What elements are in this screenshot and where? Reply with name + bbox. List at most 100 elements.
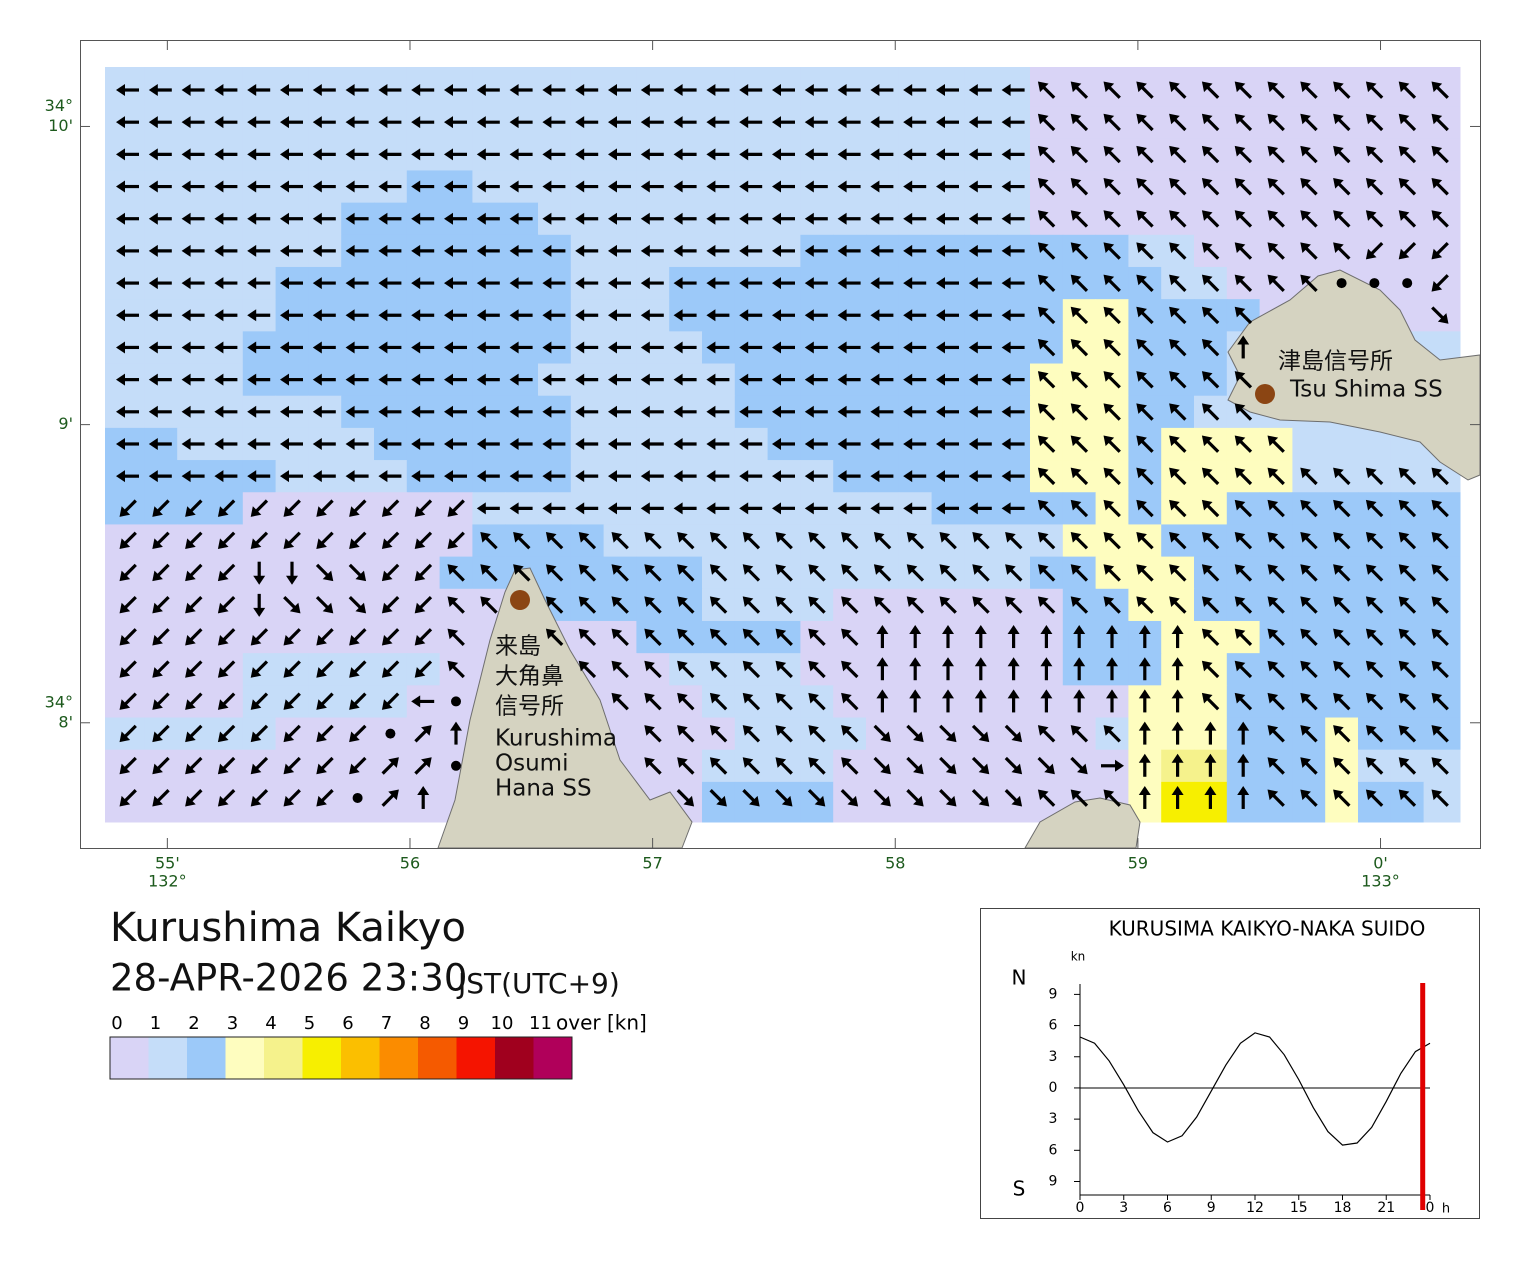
legend-tick-label: 7: [381, 1013, 392, 1034]
y-tick-label: 3: [1049, 1049, 1058, 1065]
calm-dot: [385, 728, 396, 739]
x-tick-label: 0: [1076, 1200, 1085, 1216]
speed-cell: [800, 67, 834, 107]
speed-cell: [242, 67, 277, 107]
x-tick-label: 0': [1373, 854, 1388, 873]
legend-swatch: [379, 1037, 418, 1079]
site-label: 来島: [495, 634, 541, 660]
speed-cell: [144, 781, 178, 823]
chart-title: KURUSIMA KAIKYO-NAKA SUIDO: [1109, 917, 1426, 941]
legend-tick-label: 2: [188, 1013, 199, 1034]
speed-cell: [210, 781, 244, 823]
speed-cell: [308, 781, 342, 823]
y-tick-degree: 34°: [45, 692, 73, 711]
speed-cell: [997, 67, 1031, 107]
legend-unit: over [kn]: [556, 1011, 647, 1035]
y-tick-label: 10': [48, 116, 73, 135]
speed-cell: [1423, 266, 1461, 300]
title: Kurushima Kaikyo: [110, 905, 466, 951]
y-unit: kn: [1071, 950, 1086, 964]
speed-cell: [177, 67, 211, 107]
north-label: N: [1012, 966, 1027, 990]
legend-swatch: [495, 1037, 534, 1079]
legend-tick-label: 1: [150, 1013, 161, 1034]
x-tick-label: 21: [1377, 1200, 1395, 1216]
speed-cell: [898, 67, 933, 107]
legend-swatch: [264, 1037, 303, 1079]
speed-cell: [505, 67, 539, 107]
x-tick-label: 58: [885, 854, 905, 873]
speed-cell: [275, 781, 309, 823]
speed-cell: [1226, 67, 1261, 107]
speed-cell: [1358, 781, 1392, 823]
speed-cell: [105, 685, 145, 719]
site-marker: [1255, 384, 1275, 404]
speed-cell: [242, 781, 277, 823]
site-label: 大角鼻: [495, 664, 564, 690]
speed-cell: [603, 67, 637, 107]
speed-cell: [1325, 67, 1359, 107]
speed-cell: [105, 492, 145, 525]
y-tick-label: 8': [58, 712, 73, 731]
calm-dot: [451, 760, 461, 771]
legend-tick-label: 6: [342, 1013, 353, 1034]
speed-cell: [105, 524, 145, 558]
speed-cell: [1390, 67, 1425, 107]
speed-cell: [1423, 234, 1461, 268]
x-tick-label: 0: [1426, 1200, 1435, 1216]
x-tick-label: 57: [642, 854, 662, 873]
calm-dot: [352, 792, 363, 803]
speed-cell: [341, 67, 375, 107]
calm-dot: [1336, 278, 1347, 289]
legend-swatch: [110, 1037, 149, 1079]
y-tick-label: 9: [1049, 1173, 1058, 1189]
speed-cell: [1259, 67, 1293, 107]
speed-cell: [1194, 67, 1228, 107]
speed-cell: [1161, 67, 1195, 107]
legend-swatch: [418, 1037, 457, 1079]
speed-cell: [636, 67, 670, 107]
site-label: Osumi: [495, 751, 568, 777]
speed-cell: [702, 67, 736, 107]
y-tick-label: 0: [1049, 1080, 1058, 1096]
speed-cell: [538, 67, 572, 107]
x-tick-label: 18: [1334, 1200, 1352, 1216]
speed-cell: [1292, 427, 1326, 461]
speed-cell: [767, 67, 801, 107]
speed-cell: [964, 67, 998, 107]
speed-cell: [1128, 67, 1162, 107]
y-tick-label: 9': [58, 414, 73, 433]
x-tick-degree: 133°: [1361, 872, 1400, 891]
legend-swatch: [533, 1037, 572, 1079]
speed-cell: [105, 749, 145, 783]
speed-cell: [866, 67, 900, 107]
calm-dot: [1402, 278, 1413, 289]
calm-dot: [1369, 278, 1380, 289]
speed-cell: [105, 717, 145, 751]
speed-cell: [1423, 67, 1461, 107]
speed-cell: [1259, 781, 1293, 823]
legend-swatch: [148, 1037, 187, 1079]
legend-tick-label: 5: [304, 1013, 315, 1034]
legend-swatch: [341, 1037, 380, 1079]
speed-cell: [669, 67, 703, 107]
speed-cell: [1325, 781, 1359, 823]
x-tick-label: 6: [1163, 1200, 1172, 1216]
legend-tick-label: 3: [227, 1013, 238, 1034]
speed-cell: [1062, 67, 1097, 107]
site-marker: [510, 590, 530, 610]
site-label: 津島信号所: [1278, 349, 1393, 375]
speed-cell: [1358, 67, 1392, 107]
speed-cell: [734, 67, 769, 107]
speed-cell: [105, 620, 145, 654]
site-label: Hana SS: [495, 776, 592, 802]
speed-cell: [1325, 427, 1359, 461]
legend-swatch: [302, 1037, 341, 1079]
speed-cell: [144, 67, 178, 107]
calm-dot: [451, 696, 461, 707]
x-tick-label: 56: [400, 854, 420, 873]
site-label: Tsu Shima SS: [1289, 377, 1443, 403]
legend-swatch: [456, 1037, 495, 1079]
